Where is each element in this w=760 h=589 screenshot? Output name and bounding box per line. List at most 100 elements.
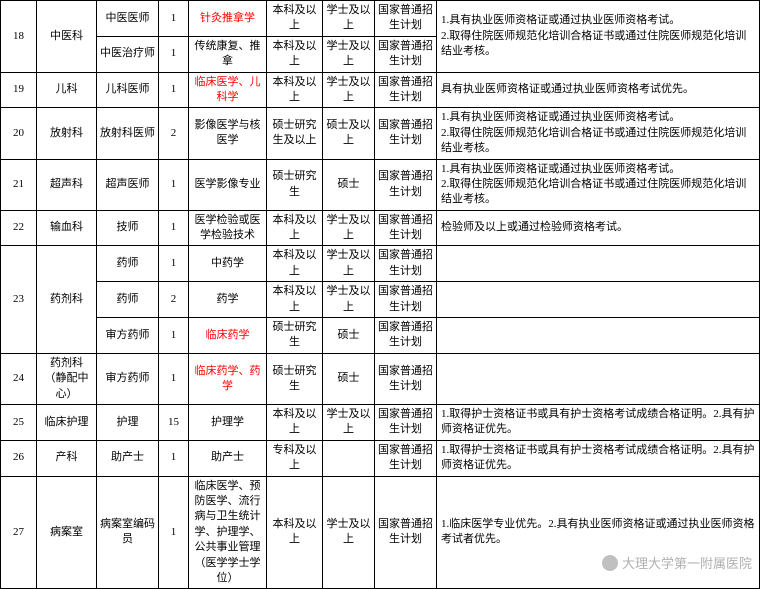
cell: 1 bbox=[159, 318, 189, 354]
cell: 护理学 bbox=[189, 404, 267, 440]
cell: 放射科医师 bbox=[97, 108, 159, 159]
watermark-text: 大理大学第一附属医院 bbox=[622, 553, 752, 572]
cell: 国家普通招生计划 bbox=[375, 440, 437, 476]
cell: 1.取得护士资格证书或具有护士资格考试成绩合格证明。2.具有护师资格证优先。 bbox=[437, 440, 760, 476]
cell: 硕士 bbox=[323, 318, 375, 354]
cell: 15 bbox=[159, 404, 189, 440]
cell: 25 bbox=[1, 404, 37, 440]
cell: 本科及以上 bbox=[267, 246, 323, 282]
cell: 硕士研究生 bbox=[267, 353, 323, 404]
cell: 国家普通招生计划 bbox=[375, 318, 437, 354]
cell: 1 bbox=[159, 476, 189, 589]
cell: 国家普通招生计划 bbox=[375, 72, 437, 108]
cell: 临床药学、药学 bbox=[189, 353, 267, 404]
cell: 1 bbox=[159, 440, 189, 476]
cell: 儿科医师 bbox=[97, 72, 159, 108]
cell: 检验师及以上或通过检验师资格考试。 bbox=[437, 210, 760, 246]
cell: 学士及以上 bbox=[323, 210, 375, 246]
cell: 助产士 bbox=[189, 440, 267, 476]
cell: 病案室编码员 bbox=[97, 476, 159, 589]
table-row: 20放射科放射科医师2影像医学与核医学硕士研究生及以上硕士及以上国家普通招生计划… bbox=[1, 108, 760, 159]
cell: 国家普通招生计划 bbox=[375, 476, 437, 589]
cell: 22 bbox=[1, 210, 37, 246]
cell: 技师 bbox=[97, 210, 159, 246]
cell: 国家普通招生计划 bbox=[375, 404, 437, 440]
cell: 临床药学 bbox=[189, 318, 267, 354]
cell: 1 bbox=[159, 353, 189, 404]
cell: 硕士研究生及以上 bbox=[267, 108, 323, 159]
cell: 具有执业医师资格证或通过执业医师资格考试优先。 bbox=[437, 72, 760, 108]
cell: 超声医师 bbox=[97, 159, 159, 210]
cell: 放射科 bbox=[37, 108, 97, 159]
table-row: 药师2药学本科及以上学士及以上国家普通招生计划 bbox=[1, 282, 760, 318]
cell: 审方药师 bbox=[97, 318, 159, 354]
cell bbox=[437, 318, 760, 354]
watermark: 大理大学第一附属医院 bbox=[602, 553, 752, 572]
cell: 学士及以上 bbox=[323, 476, 375, 589]
cell: 1.取得护士资格证书或具有护士资格考试成绩合格证明。2.具有护师资格证优先。 bbox=[437, 404, 760, 440]
cell: 专科及以上 bbox=[267, 440, 323, 476]
cell: 产科 bbox=[37, 440, 97, 476]
table-row: 25临床护理护理15护理学本科及以上学士及以上国家普通招生计划1.取得护士资格证… bbox=[1, 404, 760, 440]
cell bbox=[323, 440, 375, 476]
cell: 药剂科 bbox=[37, 246, 97, 353]
cell: 20 bbox=[1, 108, 37, 159]
cell: 27 bbox=[1, 476, 37, 589]
cell: 本科及以上 bbox=[267, 36, 323, 72]
cell: 临床医学、儿科学 bbox=[189, 72, 267, 108]
cell: 针灸推拿学 bbox=[189, 1, 267, 37]
cell: 学士及以上 bbox=[323, 282, 375, 318]
cell: 学士及以上 bbox=[323, 404, 375, 440]
cell: 影像医学与核医学 bbox=[189, 108, 267, 159]
cell: 病案室 bbox=[37, 476, 97, 589]
cell: 1.具有执业医师资格证或通过执业医师资格考试。 2.取得住院医师规范化培训合格证… bbox=[437, 1, 760, 73]
table-row: 24药剂科（静配中心）审方药师1临床药学、药学硕士研究生硕士国家普通招生计划 bbox=[1, 353, 760, 404]
cell: 本科及以上 bbox=[267, 1, 323, 37]
cell: 助产士 bbox=[97, 440, 159, 476]
cell: 国家普通招生计划 bbox=[375, 159, 437, 210]
cell: 超声科 bbox=[37, 159, 97, 210]
cell: 中医医师 bbox=[97, 1, 159, 37]
cell: 2 bbox=[159, 282, 189, 318]
cell: 学士及以上 bbox=[323, 1, 375, 37]
cell: 1 bbox=[159, 159, 189, 210]
table-row: 22输血科技师1医学检验或医学检验技术本科及以上学士及以上国家普通招生计划检验师… bbox=[1, 210, 760, 246]
cell: 硕士 bbox=[323, 159, 375, 210]
cell: 硕士及以上 bbox=[323, 108, 375, 159]
cell: 1 bbox=[159, 210, 189, 246]
cell: 护理 bbox=[97, 404, 159, 440]
cell: 药剂科（静配中心） bbox=[37, 353, 97, 404]
cell: 1 bbox=[159, 246, 189, 282]
cell: 21 bbox=[1, 159, 37, 210]
recruitment-table: 18中医科中医医师1针灸推拿学本科及以上学士及以上国家普通招生计划1.具有执业医… bbox=[0, 0, 760, 589]
cell: 中医科 bbox=[37, 1, 97, 73]
cell: 硕士研究生 bbox=[267, 159, 323, 210]
cell: 国家普通招生计划 bbox=[375, 1, 437, 37]
cell bbox=[437, 282, 760, 318]
cell: 国家普通招生计划 bbox=[375, 353, 437, 404]
cell: 1.具有执业医师资格证或通过执业医师资格考试。 2.取得住院医师规范化培训合格证… bbox=[437, 108, 760, 159]
cell: 学士及以上 bbox=[323, 72, 375, 108]
cell: 中医治疗师 bbox=[97, 36, 159, 72]
cell: 临床护理 bbox=[37, 404, 97, 440]
table-row: 审方药师1临床药学硕士研究生硕士国家普通招生计划 bbox=[1, 318, 760, 354]
cell: 国家普通招生计划 bbox=[375, 108, 437, 159]
cell: 1 bbox=[159, 1, 189, 37]
table-row: 18中医科中医医师1针灸推拿学本科及以上学士及以上国家普通招生计划1.具有执业医… bbox=[1, 1, 760, 37]
cell: 国家普通招生计划 bbox=[375, 210, 437, 246]
cell: 1.具有执业医师资格证或通过执业医师资格考试。 2.取得住院医师规范化培训合格证… bbox=[437, 159, 760, 210]
cell: 国家普通招生计划 bbox=[375, 246, 437, 282]
cell: 药师 bbox=[97, 282, 159, 318]
cell: 本科及以上 bbox=[267, 476, 323, 589]
cell: 输血科 bbox=[37, 210, 97, 246]
cell: 国家普通招生计划 bbox=[375, 282, 437, 318]
cell: 儿科 bbox=[37, 72, 97, 108]
cell: 药学 bbox=[189, 282, 267, 318]
table-row: 21超声科超声医师1医学影像专业硕士研究生硕士国家普通招生计划1.具有执业医师资… bbox=[1, 159, 760, 210]
cell: 中药学 bbox=[189, 246, 267, 282]
cell: 本科及以上 bbox=[267, 210, 323, 246]
cell: 国家普通招生计划 bbox=[375, 36, 437, 72]
cell: 审方药师 bbox=[97, 353, 159, 404]
cell: 医学影像专业 bbox=[189, 159, 267, 210]
table-row: 26产科助产士1助产士专科及以上国家普通招生计划1.取得护士资格证书或具有护士资… bbox=[1, 440, 760, 476]
